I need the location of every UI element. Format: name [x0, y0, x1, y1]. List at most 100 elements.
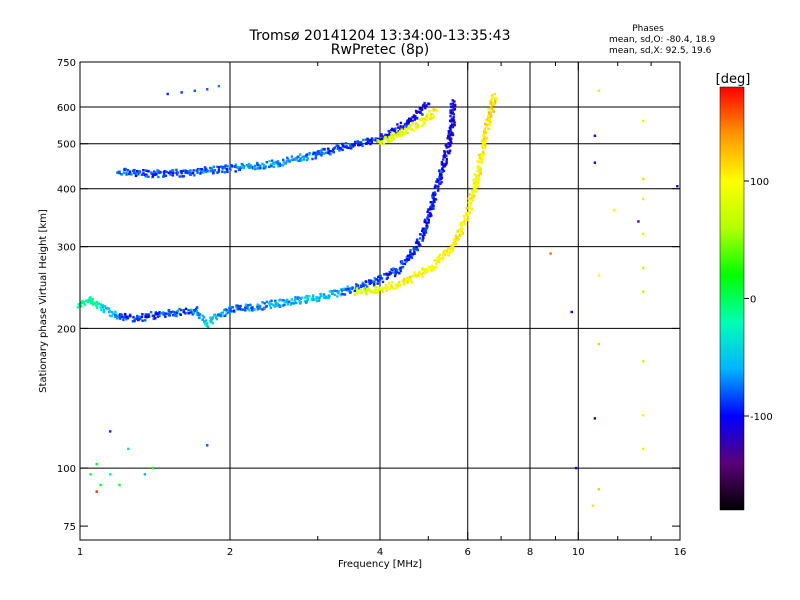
- trace-point: [395, 268, 399, 272]
- trace-point: [431, 264, 434, 267]
- trace-point: [490, 114, 493, 118]
- trace-point: [202, 316, 206, 319]
- trace-point: [169, 173, 173, 176]
- trace-point: [164, 315, 167, 318]
- trace-point: [296, 159, 300, 163]
- trace-point: [205, 324, 208, 328]
- trace-point: [243, 164, 246, 168]
- trace-point: [463, 219, 466, 222]
- trace-point: [449, 114, 452, 118]
- trace-point: [247, 162, 251, 166]
- trace-point: [323, 148, 326, 151]
- trace-point: [490, 97, 493, 101]
- trace-point: [419, 108, 423, 111]
- trace-point: [415, 116, 419, 120]
- trace-point: [467, 216, 470, 219]
- trace-point: [270, 299, 273, 302]
- trace-point: [410, 275, 414, 278]
- colorbar-tick-label: 0: [750, 295, 756, 306]
- trace-point: [494, 101, 497, 104]
- trace-point: [171, 174, 174, 177]
- trace-point: [195, 310, 198, 313]
- trace-point: [223, 171, 227, 174]
- trace-point: [476, 185, 479, 188]
- trace-point: [283, 300, 286, 304]
- trace-point: [359, 288, 362, 291]
- trace-point: [221, 170, 224, 173]
- y-tick-label: 400: [57, 185, 76, 196]
- trace-point: [175, 311, 179, 314]
- trace-point: [145, 316, 148, 319]
- trace-point: [205, 323, 209, 326]
- trace-point: [480, 139, 484, 143]
- trace-point: [434, 184, 437, 187]
- trace-point: [475, 174, 478, 177]
- trace-point: [480, 145, 484, 148]
- trace-point: [152, 317, 155, 321]
- trace-point: [433, 266, 436, 269]
- trace-point: [157, 175, 160, 179]
- trace-point: [388, 270, 391, 274]
- trace-point: [108, 310, 111, 313]
- trace-point: [414, 115, 417, 118]
- trace-point: [425, 118, 428, 121]
- trace-point: [321, 147, 324, 151]
- trace-point: [225, 167, 228, 171]
- trace-point: [122, 171, 126, 174]
- trace-point: [469, 197, 472, 200]
- trace-point: [479, 153, 482, 156]
- trace-point: [409, 249, 412, 252]
- data-point: [593, 417, 597, 420]
- trace-point: [318, 150, 321, 153]
- trace-point: [93, 302, 96, 306]
- trace-point: [460, 233, 463, 236]
- trace-point: [411, 121, 414, 125]
- trace-point: [442, 162, 445, 165]
- trace-point: [410, 280, 413, 284]
- trace-point: [353, 143, 356, 147]
- trace-point: [386, 286, 389, 289]
- trace-point: [238, 307, 241, 311]
- trace-point: [434, 198, 438, 201]
- trace-point: [97, 302, 100, 306]
- trace-point: [190, 172, 193, 175]
- trace-point: [314, 155, 318, 158]
- trace-point: [173, 311, 176, 314]
- trace-point: [119, 317, 122, 320]
- y-axis-label: Stationary phase Virtual Height [km]: [38, 209, 49, 393]
- trace-point: [399, 134, 402, 137]
- trace-point: [164, 174, 168, 177]
- trace-point: [136, 170, 139, 173]
- trace-point: [349, 143, 352, 146]
- x-tick-label: 6: [465, 547, 471, 558]
- trace-point: [231, 165, 234, 168]
- trace-point: [406, 131, 409, 134]
- trace-point: [422, 122, 426, 125]
- trace-point: [125, 171, 128, 174]
- trace-point: [252, 308, 256, 311]
- trace-point: [449, 137, 453, 140]
- trace-point: [145, 173, 148, 176]
- trace-point: [445, 157, 448, 161]
- trace-point: [440, 163, 444, 166]
- data-point: [89, 473, 92, 476]
- trace-point: [413, 271, 416, 274]
- trace-point: [433, 200, 436, 204]
- trace-point: [398, 130, 402, 133]
- trace-point: [421, 227, 425, 230]
- trace-point: [374, 137, 377, 140]
- stats-heading: Phases: [632, 24, 664, 34]
- trace-point: [442, 254, 445, 257]
- trace-point: [426, 113, 429, 116]
- trace-point: [159, 312, 163, 315]
- trace-point: [426, 216, 429, 220]
- data-point: [206, 322, 209, 325]
- trace-point: [430, 269, 434, 272]
- trace-point: [216, 171, 219, 174]
- trace-point: [268, 159, 271, 163]
- trace-point: [191, 171, 195, 175]
- data-point: [206, 88, 209, 91]
- trace-point: [295, 301, 298, 304]
- trace-point: [156, 315, 160, 318]
- y-tick-label: 200: [57, 324, 76, 335]
